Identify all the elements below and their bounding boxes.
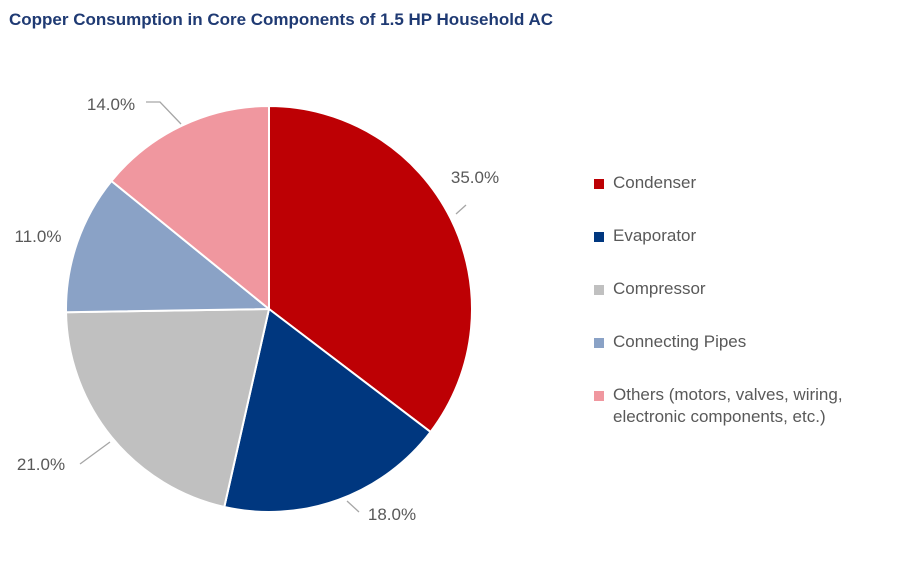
data-label-compressor: 21.0%: [17, 455, 65, 474]
legend-item-evaporator: Evaporator: [594, 225, 894, 247]
legend-item-connecting-pipes: Connecting Pipes: [594, 331, 894, 353]
data-label-condenser: 35.0%: [451, 168, 499, 187]
legend: Condenser Evaporator Compressor Connecti…: [594, 172, 894, 459]
leader-line-evaporator: [346, 500, 360, 513]
data-label-others: 14.0%: [87, 95, 135, 114]
legend-swatch-evaporator: [594, 232, 604, 242]
pie-slice-evaporator: [223, 308, 432, 513]
legend-label: Compressor: [613, 279, 706, 298]
chart-title: Copper Consumption in Core Components of…: [9, 10, 554, 29]
leader-line-others: [146, 101, 182, 125]
legend-swatch-condenser: [594, 179, 604, 189]
legend-item-condenser: Condenser: [594, 172, 894, 194]
data-label-connecting-pipes: 11.0%: [15, 227, 62, 246]
legend-swatch-compressor: [594, 285, 604, 295]
legend-item-others: Others (motors, valves, wiring, electron…: [594, 384, 894, 428]
pie-slice-compressor: [65, 308, 270, 509]
pie-slice-connecting-pipes: [65, 180, 270, 314]
leader-line-compressor: [79, 441, 111, 465]
pie-slice-others: [110, 105, 270, 310]
data-label-evaporator: 18.0%: [368, 505, 416, 524]
pie-slice-condenser: [268, 105, 473, 433]
legend-swatch-connecting-pipes: [594, 338, 604, 348]
legend-item-compressor: Compressor: [594, 278, 894, 300]
legend-label: Condenser: [613, 173, 697, 192]
legend-label: Evaporator: [613, 226, 697, 245]
legend-label: Connecting Pipes: [613, 332, 747, 351]
legend-label: Others (motors, valves, wiring, electron…: [613, 385, 843, 426]
legend-swatch-others: [594, 391, 604, 401]
leader-line-condenser: [455, 204, 467, 215]
